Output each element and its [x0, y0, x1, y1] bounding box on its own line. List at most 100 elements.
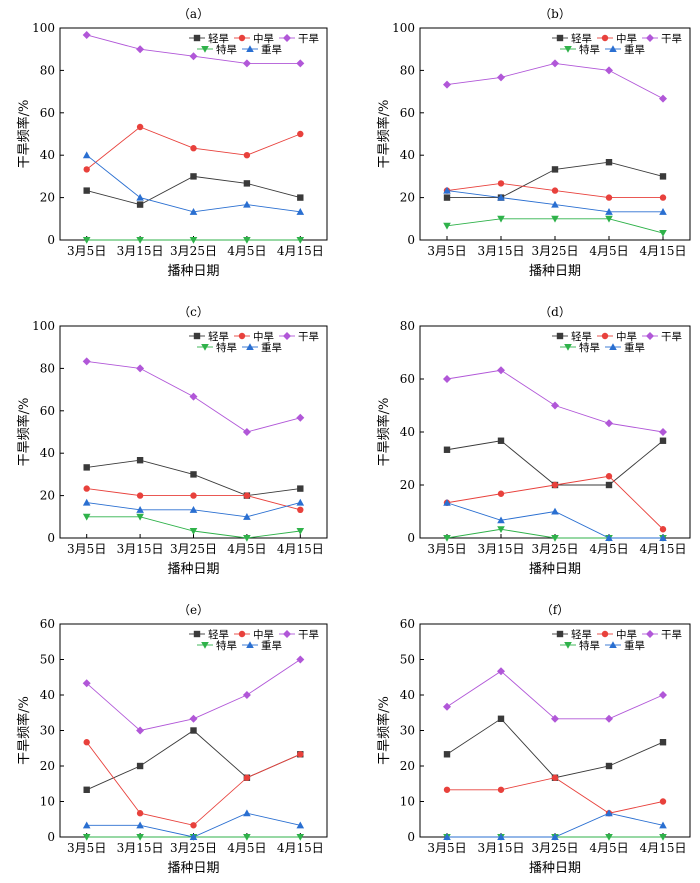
series-line-zhonghan	[86, 741, 301, 826]
data-point-ganhan	[189, 392, 198, 401]
data-point-zhonghan	[297, 506, 304, 514]
legend-marker-zhonghan	[238, 332, 246, 340]
data-point-ganhan	[136, 726, 145, 735]
x-tick-label: 3月25日	[170, 542, 217, 556]
legend-marker-tehan	[564, 641, 572, 649]
legend-label-ganhan: 干旱	[661, 33, 682, 45]
x-tick-label: 4月5日	[589, 244, 628, 258]
data-point-zhonghan	[551, 187, 559, 194]
legend-label-tehan: 特旱	[579, 44, 600, 56]
data-point-tehan	[243, 534, 251, 542]
data-point-zhonghan2	[243, 200, 251, 208]
y-tick-label: 80	[400, 319, 415, 333]
chart-panel-5: （f） 0 10 20 30 40 50 60 3月5日 3月15日 3月25日 4月5日 4月15日播…	[376, 603, 691, 876]
data-point-ganhan	[242, 59, 251, 68]
data-point-ganhan	[296, 413, 305, 422]
data-point-qinghan	[83, 187, 90, 194]
y-tick-label: 20	[400, 759, 415, 773]
x-tick-label: 3月5日	[67, 841, 106, 855]
data-point-tehan	[82, 236, 91, 244]
data-point-ganhan	[82, 357, 91, 366]
data-point-zhonghan	[605, 473, 613, 480]
y-tick-label: 20	[40, 759, 55, 773]
data-point-zhonghan2	[659, 534, 667, 542]
y-tick-label: 20	[40, 191, 55, 205]
y-tick-label: 30	[400, 724, 415, 738]
y-tick-label: 50	[400, 653, 415, 667]
data-point-zhonghan	[551, 481, 559, 489]
y-tick-label: 20	[400, 478, 415, 492]
legend-label-zhonghan2: 重旱	[624, 341, 645, 354]
data-point-zhonghan2	[189, 833, 198, 841]
legend-label-tehan: 特旱	[579, 640, 600, 652]
y-axis-label: 干旱频率/%	[16, 100, 32, 169]
data-point-tehan	[296, 833, 305, 841]
x-tick-label: 4月5日	[589, 542, 628, 556]
data-point-tehan	[551, 534, 559, 542]
data-point-tehan	[443, 222, 451, 230]
legend-label-tehan: 特旱	[216, 342, 237, 354]
data-point-zhonghan	[443, 786, 451, 793]
legend-marker-zhonghan	[601, 34, 609, 42]
x-tick-label: 4月5日	[589, 841, 628, 855]
data-point-ganhan	[659, 691, 667, 699]
data-point-zhonghan2	[443, 186, 451, 194]
legend-label-qinghan: 轻旱	[571, 32, 592, 45]
y-tick-label: 100	[32, 21, 55, 35]
data-point-zhonghan	[190, 822, 197, 829]
x-tick-label: 3月5日	[427, 841, 466, 855]
data-point-tehan	[243, 236, 251, 244]
plot-frame	[419, 325, 691, 539]
data-point-zhonghan	[605, 194, 613, 201]
legend-label-zhonghan: 中旱	[616, 330, 637, 343]
data-point-qinghan	[659, 739, 667, 746]
data-point-zhonghan2	[551, 507, 559, 515]
y-tick-label: 40	[40, 688, 55, 702]
data-point-qinghan	[83, 786, 90, 793]
data-point-zhonghan2	[296, 821, 305, 829]
x-tick-label: 4月5日	[227, 542, 266, 556]
x-tick-label: 3月25日	[170, 244, 217, 258]
data-point-qinghan	[443, 446, 451, 453]
data-point-qinghan	[497, 437, 505, 444]
data-point-zhonghan2	[82, 821, 91, 829]
data-point-zhonghan	[297, 130, 304, 138]
chart-panel-4: （e） 0 10 20 30 40 50 60 3月5日 3月15日 3月25日 4月5日 4月15日播…	[16, 603, 328, 876]
x-tick-label: 3月15日	[117, 244, 164, 258]
x-tick-label: 3月5日	[67, 542, 106, 556]
legend-label-qinghan: 轻旱	[571, 330, 592, 343]
y-tick-label: 40	[40, 446, 55, 460]
x-tick-label: 3月25日	[532, 244, 579, 258]
legend-label-ganhan: 干旱	[298, 33, 319, 45]
data-point-zhonghan2	[551, 200, 559, 208]
series-line-qinghan	[86, 459, 301, 497]
data-point-zhonghan	[190, 145, 197, 152]
x-tick-label: 4月5日	[227, 841, 266, 855]
x-tick-label: 3月25日	[170, 841, 217, 855]
data-point-zhonghan2	[443, 833, 451, 841]
data-point-ganhan	[605, 66, 613, 75]
y-tick-label: 60	[400, 617, 415, 631]
y-axis-label: 干旱频率/%	[376, 100, 392, 169]
y-tick-label: 0	[407, 531, 415, 545]
data-point-ganhan	[242, 428, 251, 436]
y-tick-label: 40	[400, 148, 415, 162]
legend-marker-qinghan	[193, 630, 201, 638]
data-point-ganhan	[443, 375, 451, 383]
y-tick-label: 20	[400, 191, 415, 205]
data-point-qinghan	[605, 481, 613, 489]
x-tick-label: 3月15日	[117, 542, 164, 556]
data-point-zhonghan	[136, 810, 144, 817]
data-point-qinghan	[136, 456, 144, 464]
data-point-zhonghan	[659, 194, 667, 201]
data-point-zhonghan2	[82, 151, 91, 159]
y-tick-label: 40	[400, 425, 415, 439]
data-point-tehan	[189, 527, 198, 535]
legend-marker-ganhan	[283, 332, 291, 340]
legend-label-ganhan: 干旱	[298, 331, 319, 343]
data-point-tehan	[296, 527, 305, 535]
x-axis-label: 播种日期	[529, 861, 581, 876]
x-axis-label: 播种日期	[529, 562, 581, 577]
legend-marker-ganhan	[646, 630, 654, 638]
